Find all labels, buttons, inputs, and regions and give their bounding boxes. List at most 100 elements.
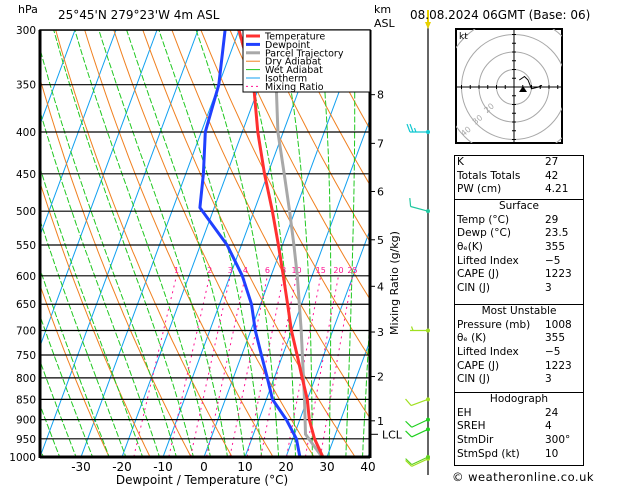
plot-frame xyxy=(38,29,372,459)
wind-barb-staff xyxy=(410,398,429,407)
index-label: EH xyxy=(457,406,472,419)
wet-adiabat-line xyxy=(98,30,229,457)
dry-adiabat-lines xyxy=(40,30,370,457)
wind-barb-flag xyxy=(409,123,414,133)
pressure-tick-label: 850 xyxy=(16,394,36,406)
hodograph-box xyxy=(455,28,563,144)
index-value: 29 xyxy=(545,213,559,226)
temperature-tick-label: 10 xyxy=(237,460,252,474)
km-tick-label: 3 xyxy=(377,326,384,339)
dry-adiabat-line xyxy=(142,30,356,457)
mixing-ratio-lines: 1 2 3 4 6 8 10 15 20 25 xyxy=(133,266,358,457)
wet-adiabat-line xyxy=(40,446,44,457)
copyright: © weatheronline.co.uk xyxy=(452,470,595,484)
index-row: SREH 4 xyxy=(455,420,583,434)
pressure-tick-label: 700 xyxy=(16,326,36,338)
index-label: CAPE (J) xyxy=(457,268,500,281)
pressure-unit-label: hPa xyxy=(18,3,38,16)
index-label: CIN (J) xyxy=(457,373,490,386)
index-label: Dewp (°C) xyxy=(457,227,511,240)
dry-adiabat-line xyxy=(171,30,370,420)
index-value: 4 xyxy=(545,420,552,433)
index-row: θₑ (K) 355 xyxy=(455,332,583,346)
index-value: 1223 xyxy=(545,359,572,372)
wind-barb-flag xyxy=(405,430,413,438)
index-row: Pressure (mb) 1008 xyxy=(455,319,583,333)
datetime-title: 08.08.2024 06GMT (Base: 06) xyxy=(410,8,591,22)
index-value: 1008 xyxy=(545,318,572,331)
index-label: Lifted Index xyxy=(457,254,519,267)
index-label: θₑ (K) xyxy=(457,332,487,345)
wet-adiabat-line xyxy=(53,30,194,457)
index-row: Lifted Index −5 xyxy=(455,255,583,269)
index-value: 23.5 xyxy=(545,227,569,240)
storm-motion-marker xyxy=(519,86,527,92)
mixing-ratio-label: 3 xyxy=(228,266,233,275)
pressure-tick-label: 900 xyxy=(16,415,36,427)
wet-adiabat-line xyxy=(40,109,160,457)
index-row: CIN (J) 3 xyxy=(455,282,583,296)
dry-adiabat-line xyxy=(40,76,192,457)
lcl-label: LCL xyxy=(382,428,403,441)
index-label: StmSpd (kt) xyxy=(457,447,520,460)
index-value: 300° xyxy=(545,434,571,447)
wind-barb-staff xyxy=(410,205,429,212)
plot-border xyxy=(39,29,371,458)
section-title: Hodograph xyxy=(489,393,549,405)
legend-label: Parcel Trajectory xyxy=(265,48,344,59)
km-label: km xyxy=(374,3,392,16)
mixing-ratio-label: 4 xyxy=(243,266,248,275)
temperature-tick-label: -20 xyxy=(112,460,132,474)
wind-barb-flag xyxy=(405,458,413,466)
index-label: Lifted Index xyxy=(457,346,519,359)
isobar-lines xyxy=(40,30,370,457)
wet-adiabat-line xyxy=(74,30,212,457)
temperature-tick-label: -30 xyxy=(71,460,91,474)
dry-adiabat-line xyxy=(287,30,370,186)
pressure-tick-label: 500 xyxy=(16,206,36,218)
temperature-line xyxy=(237,30,325,457)
wet-adiabat-line xyxy=(40,359,77,457)
mixing-ratio-label: 6 xyxy=(265,266,270,275)
wind-barb-flag xyxy=(409,197,412,207)
index-value: −5 xyxy=(545,254,561,267)
hodograph-table: Hodograph EH 24 SREH 4 StmDir 300° StmSpd (kt) 1… xyxy=(454,392,584,466)
pressure-tick-label: 650 xyxy=(16,299,36,311)
wet-adiabat-line xyxy=(158,30,263,457)
wind-barb-staff xyxy=(411,456,429,466)
index-label: Temp (°C) xyxy=(457,213,510,226)
index-row: StmSpd (kt) 10 xyxy=(455,448,583,462)
dry-adiabat-line xyxy=(258,30,370,243)
pressure-tick-label: 800 xyxy=(16,373,36,385)
index-row: CAPE (J) 1223 xyxy=(455,268,583,282)
wet-adiabat-line xyxy=(319,30,332,457)
wet-adiabat-line xyxy=(40,46,177,457)
index-value: 24 xyxy=(545,406,559,419)
wind-barb-flag xyxy=(405,420,413,428)
index-label: Pressure (mb) xyxy=(457,318,531,331)
wind-barbs xyxy=(405,10,431,475)
legend-label: Temperature xyxy=(264,32,325,43)
index-label: PW (cm) xyxy=(457,183,502,196)
mixing-ratio-label: 15 xyxy=(316,266,326,275)
isotherm-line xyxy=(244,117,370,457)
index-label: SREH xyxy=(457,420,486,433)
wind-barb-half-flag xyxy=(410,326,414,331)
pressure-tick-label: 750 xyxy=(16,350,36,362)
dry-adiabat-line xyxy=(55,30,233,457)
wet-adiabat-line xyxy=(40,314,94,457)
legend-label: Wet Adiabat xyxy=(265,65,323,76)
isotherm-lines xyxy=(40,30,370,457)
dry-adiabat-line xyxy=(200,30,370,360)
index-value: −5 xyxy=(545,346,561,359)
wet-adiabat-line xyxy=(126,30,246,457)
km-tick-label: 6 xyxy=(377,185,384,198)
legend-label: Isotherm xyxy=(265,74,307,85)
index-value: 3 xyxy=(545,282,552,295)
wind-barb-flag xyxy=(405,398,412,406)
km-tick-label: 2 xyxy=(377,371,384,384)
temperature-tick-label: -10 xyxy=(153,460,173,474)
isotherm-line xyxy=(80,30,240,457)
